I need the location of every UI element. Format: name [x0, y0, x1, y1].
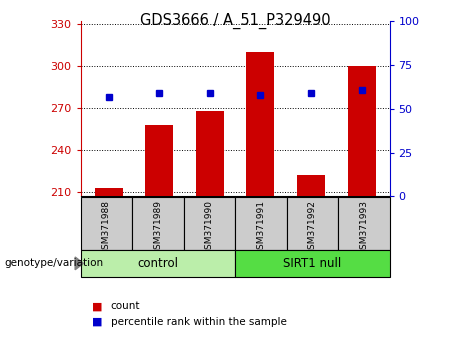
Bar — [196, 111, 224, 196]
Text: ■: ■ — [92, 301, 103, 311]
Text: GSM371988: GSM371988 — [102, 200, 111, 255]
FancyBboxPatch shape — [81, 250, 235, 277]
Text: GDS3666 / A_51_P329490: GDS3666 / A_51_P329490 — [140, 12, 331, 29]
Bar — [247, 52, 274, 196]
Bar — [297, 176, 325, 196]
Bar — [348, 66, 376, 196]
Text: genotype/variation: genotype/variation — [5, 258, 104, 268]
Text: control: control — [137, 257, 178, 270]
FancyBboxPatch shape — [132, 197, 183, 250]
FancyBboxPatch shape — [338, 197, 390, 250]
FancyBboxPatch shape — [235, 250, 390, 277]
FancyBboxPatch shape — [81, 197, 132, 250]
Text: GSM371991: GSM371991 — [256, 200, 266, 255]
FancyBboxPatch shape — [287, 197, 338, 250]
Bar — [145, 125, 173, 196]
Text: GSM371993: GSM371993 — [359, 200, 368, 255]
Text: SIRT1 null: SIRT1 null — [283, 257, 342, 270]
FancyBboxPatch shape — [235, 197, 287, 250]
Text: GSM371992: GSM371992 — [308, 200, 317, 255]
FancyBboxPatch shape — [183, 197, 235, 250]
Text: percentile rank within the sample: percentile rank within the sample — [111, 317, 287, 327]
Text: GSM371990: GSM371990 — [205, 200, 214, 255]
Text: ■: ■ — [92, 317, 103, 327]
Text: GSM371989: GSM371989 — [154, 200, 162, 255]
Bar — [95, 188, 123, 196]
Text: count: count — [111, 301, 140, 311]
Polygon shape — [75, 257, 83, 270]
